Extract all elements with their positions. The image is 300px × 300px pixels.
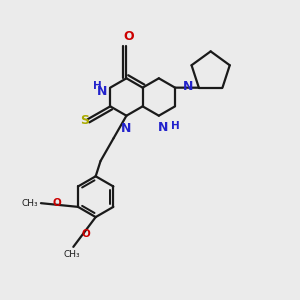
Text: N: N — [183, 80, 194, 93]
Text: N: N — [121, 122, 132, 135]
Text: O: O — [53, 199, 62, 208]
Text: CH₃: CH₃ — [22, 199, 39, 208]
Text: H: H — [93, 81, 101, 91]
Text: N: N — [97, 85, 107, 98]
Text: O: O — [124, 30, 134, 43]
Text: O: O — [81, 229, 90, 239]
Text: S: S — [80, 114, 89, 127]
Text: H: H — [171, 121, 179, 131]
Text: CH₃: CH₃ — [64, 250, 80, 260]
Text: N: N — [158, 121, 168, 134]
